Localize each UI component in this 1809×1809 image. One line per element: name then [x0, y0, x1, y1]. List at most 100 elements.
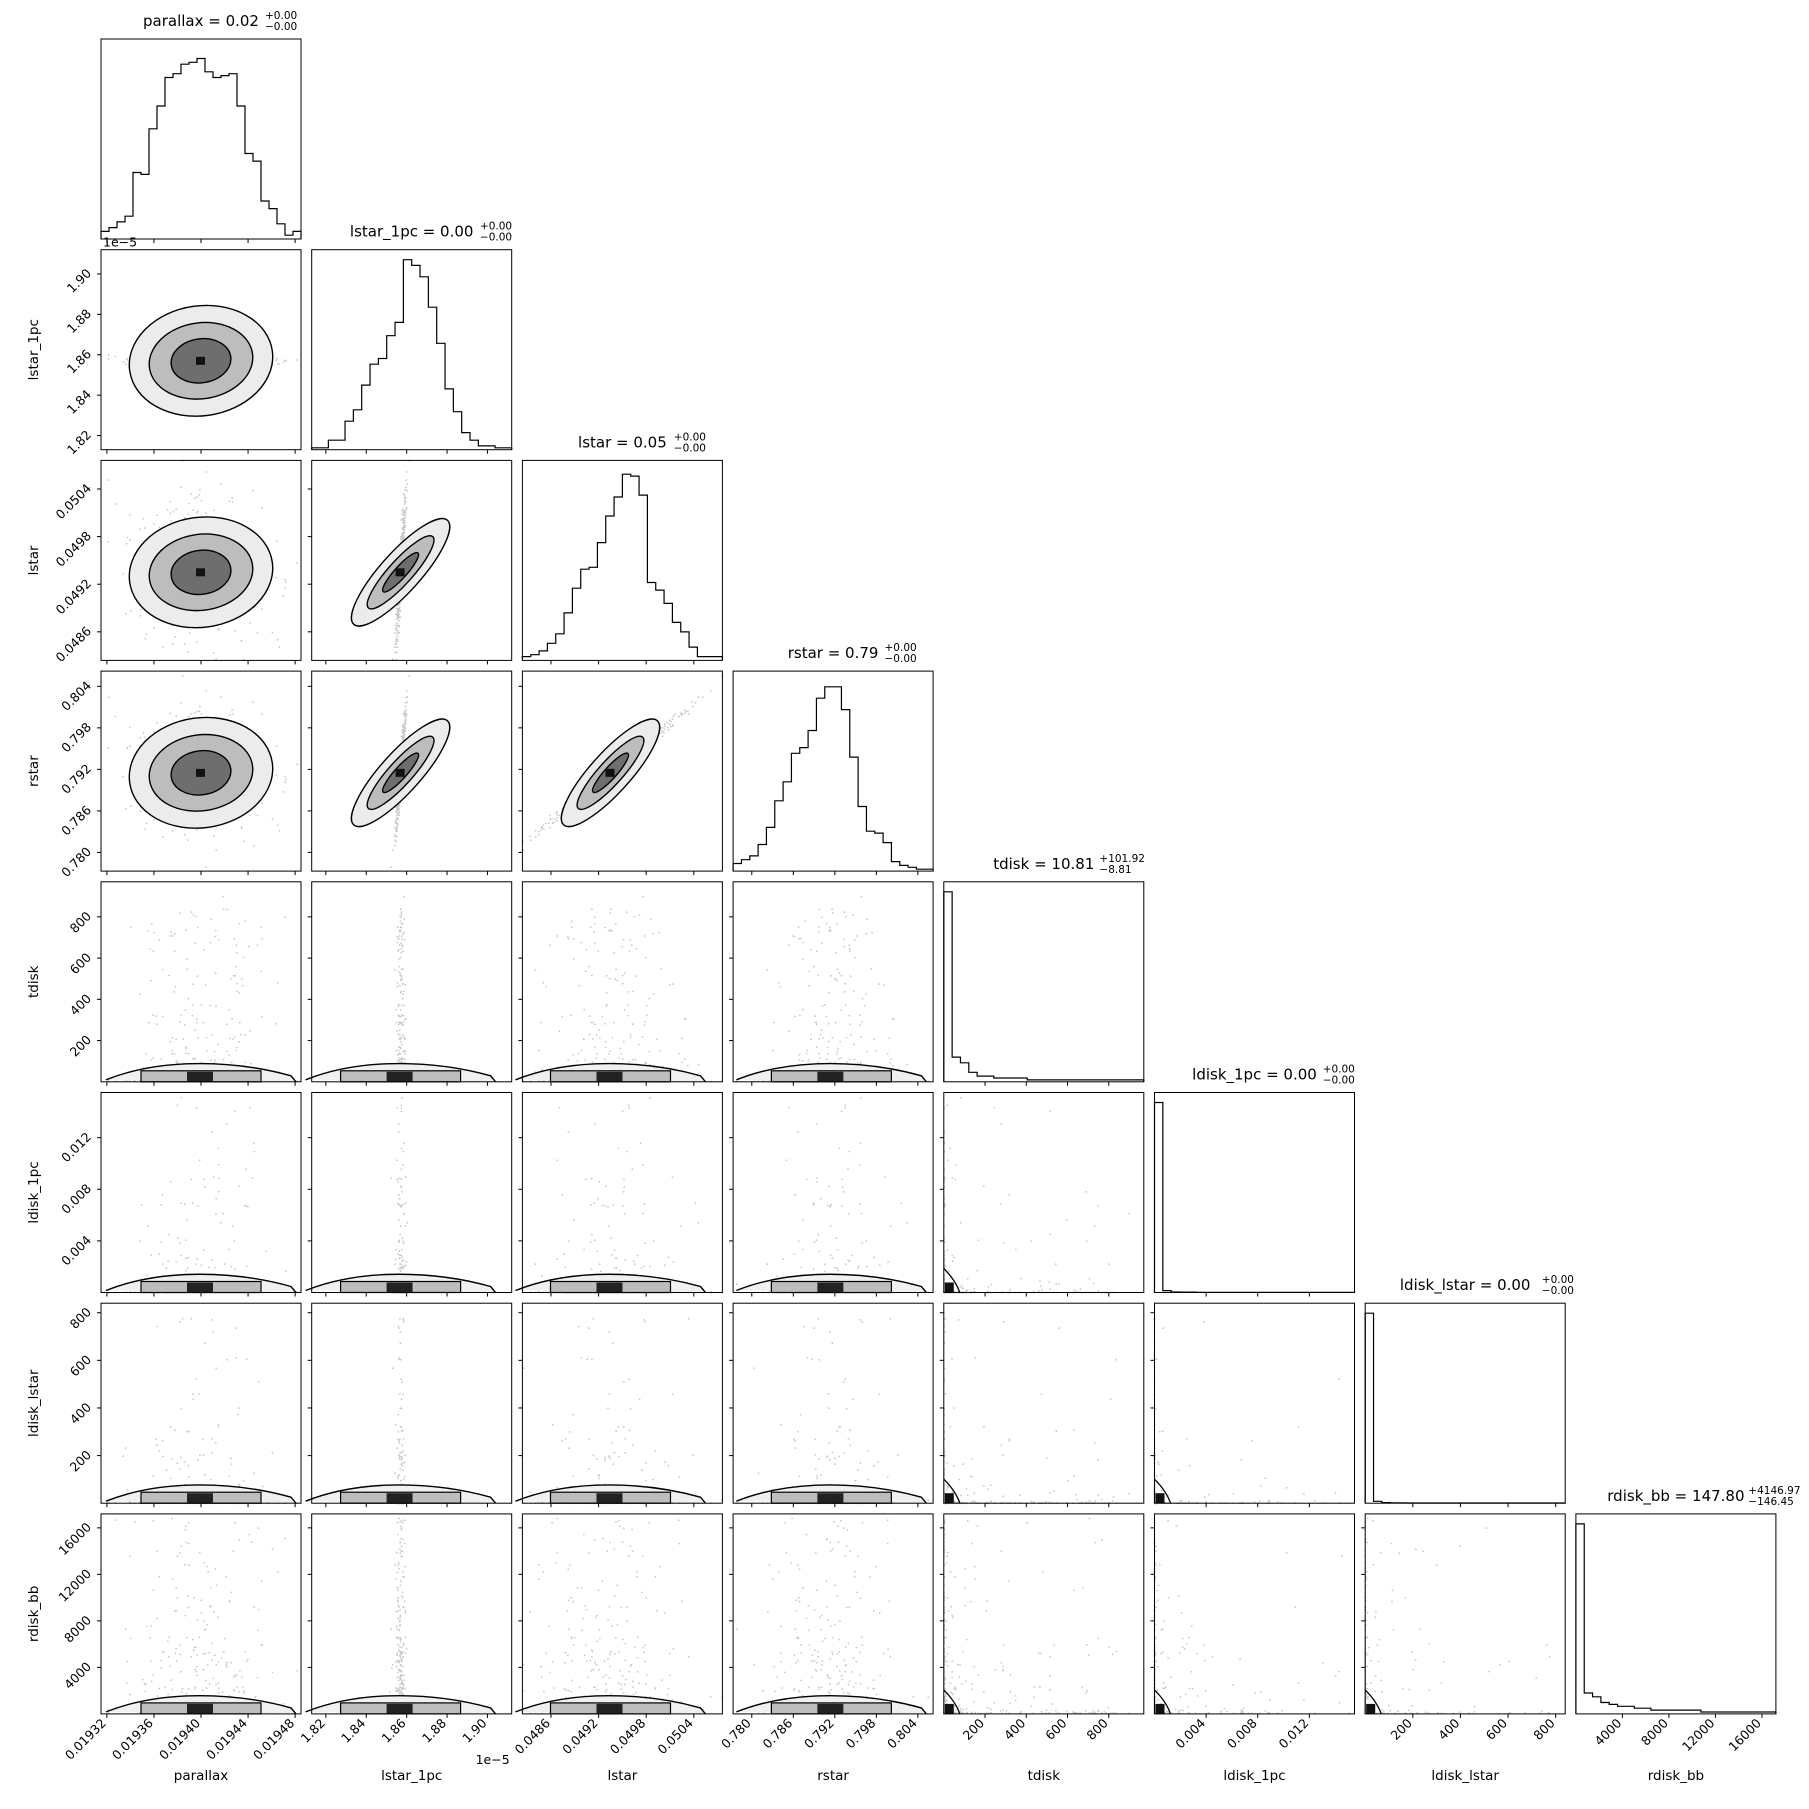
density-peak: [187, 1071, 213, 1082]
sample-point: [814, 1015, 816, 1017]
sample-point: [849, 975, 852, 978]
sample-point: [791, 935, 794, 937]
sample-point: [396, 629, 399, 632]
sample-point: [122, 360, 125, 363]
sample-point: [183, 516, 186, 519]
sample-point: [540, 829, 542, 831]
sample-point: [390, 1177, 393, 1179]
y-tick-label: 1.84: [64, 387, 94, 417]
sample-point: [839, 1040, 842, 1043]
sample-point: [153, 931, 155, 934]
sample-point: [396, 826, 399, 828]
sample-point: [609, 1050, 611, 1053]
sample-point: [398, 619, 400, 622]
sample-point: [831, 1036, 834, 1039]
sample-point: [549, 818, 552, 821]
sample-point: [214, 929, 217, 932]
sample-point: [196, 512, 198, 514]
sample-point: [395, 624, 398, 627]
sample-point: [397, 1023, 400, 1026]
sample-point: [142, 732, 145, 734]
sample-point: [585, 948, 588, 951]
sample-point: [398, 965, 401, 968]
sample-point: [145, 633, 148, 635]
panel-lstar-vs-lstar: [521, 459, 724, 665]
sample-point: [406, 701, 408, 704]
sample-point: [399, 956, 402, 959]
sample-point: [171, 1049, 174, 1052]
sample-point: [160, 1241, 163, 1244]
sample-point: [217, 629, 220, 631]
sample-point: [888, 1037, 891, 1040]
sample-point: [179, 1021, 181, 1023]
sample-point: [403, 510, 406, 513]
sample-point: [394, 1263, 396, 1266]
sample-point: [598, 1029, 600, 1032]
sample-point: [860, 1036, 862, 1038]
sample-point: [829, 929, 831, 932]
sample-point: [402, 1021, 405, 1023]
sample-point: [187, 1256, 190, 1259]
sample-point: [644, 1021, 646, 1023]
sample-point: [686, 710, 689, 713]
sample-point: [191, 1058, 194, 1060]
sample-point: [215, 1005, 217, 1007]
sample-point: [395, 816, 398, 819]
sample-point: [404, 499, 406, 502]
sample-point: [200, 1264, 203, 1267]
sample-point: [397, 970, 400, 973]
sample-point: [588, 965, 590, 968]
sample-point: [402, 1203, 404, 1206]
sample-point: [160, 1203, 163, 1206]
sample-point: [156, 1023, 158, 1026]
sample-point: [661, 726, 664, 729]
sample-point: [808, 984, 810, 987]
sample-point: [403, 918, 405, 921]
sample-point: [605, 974, 608, 977]
y-tick-label: 0.0498: [53, 528, 95, 570]
sample-point: [183, 833, 186, 836]
sample-point: [394, 844, 396, 847]
sample-point: [402, 526, 404, 529]
sample-point: [845, 1004, 847, 1006]
scatter-tdisk-vs-parallax: [107, 895, 298, 1083]
sample-point: [222, 908, 225, 910]
sample-point: [202, 1249, 205, 1251]
sample-point: [681, 713, 684, 715]
density-peak: [196, 568, 205, 577]
sample-point: [403, 895, 405, 898]
sample-point: [275, 359, 278, 362]
panel-frame: [100, 881, 302, 1083]
sample-point: [171, 830, 174, 833]
sample-point: [240, 826, 243, 828]
sample-point: [400, 935, 403, 937]
sample-point: [681, 1061, 684, 1064]
sample-point: [664, 725, 666, 728]
sample-point: [403, 1004, 405, 1007]
sample-point: [849, 950, 851, 953]
sample-point: [818, 1052, 821, 1055]
sample-point: [778, 982, 780, 984]
panel-rstar-vs-lstar: [518, 670, 723, 876]
sample-point: [395, 651, 398, 654]
sample-point: [170, 931, 172, 933]
sample-point: [228, 1248, 230, 1251]
sample-point: [177, 1237, 180, 1240]
sample-point: [190, 493, 193, 495]
sample-point: [169, 1181, 172, 1183]
sample-point: [215, 1213, 217, 1215]
sample-point: [856, 935, 858, 937]
sample-point: [598, 1037, 601, 1039]
sample-point: [405, 486, 407, 489]
sample-point: [660, 968, 662, 970]
sample-point: [278, 830, 281, 832]
sample-point: [144, 828, 147, 830]
sample-point: [217, 1164, 220, 1166]
sample-point: [200, 713, 203, 715]
sample-point: [692, 705, 694, 708]
sample-point: [228, 500, 231, 502]
panel-frame: [311, 249, 513, 451]
sample-point: [226, 1050, 228, 1053]
sample-point: [153, 818, 155, 821]
sample-point: [275, 745, 278, 748]
